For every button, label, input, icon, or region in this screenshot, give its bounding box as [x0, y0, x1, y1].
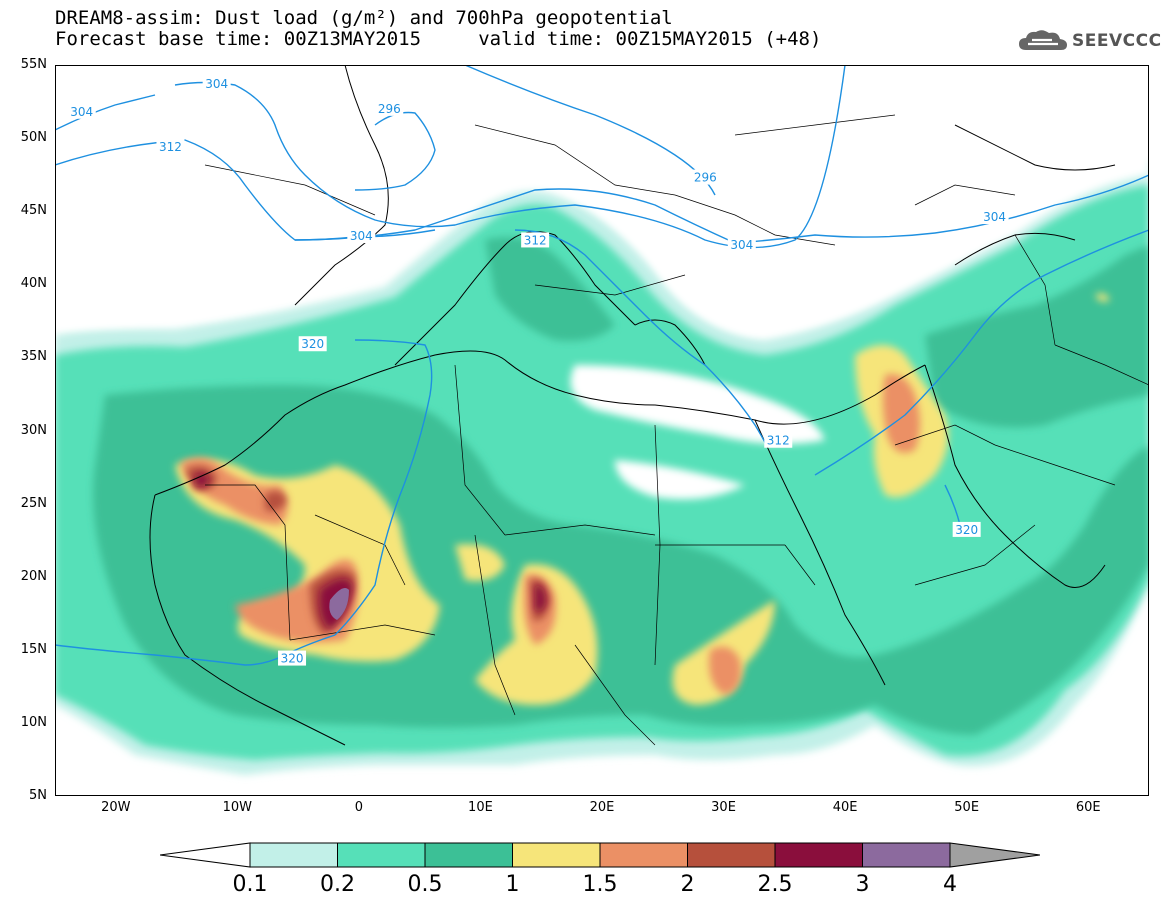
- colorbar-tick-label: 2.5: [757, 872, 793, 897]
- lat-label: 30N: [20, 422, 47, 438]
- lon-label: 50E: [954, 800, 980, 815]
- contour-label-bg: [375, 100, 404, 116]
- contour-label-bg: [278, 650, 307, 666]
- lon-label: 60E: [1075, 800, 1101, 815]
- contour-label-bg: [156, 138, 185, 154]
- contour-label-bg: [347, 228, 376, 244]
- lon-label: 10E: [468, 800, 493, 815]
- colorbar-tick-label: 2: [680, 872, 695, 897]
- contour-label: 304: [350, 229, 373, 243]
- contour-label-bg: [298, 336, 327, 352]
- lat-label: 20N: [20, 568, 47, 584]
- contour-label: 304: [205, 77, 228, 91]
- contour-label-bg: [67, 103, 96, 119]
- map-title: DREAM8-assim: Dust load (g/m²) and 700hP…: [55, 7, 673, 29]
- dust-map: 304 304 312 296 296 304 312 304 304 320 312 320 320: [55, 65, 1149, 796]
- colorbar-tick-label: 1.5: [582, 872, 618, 897]
- contour-label: 304: [983, 210, 1006, 224]
- lat-label: 40N: [20, 276, 47, 292]
- contour-label: 312: [159, 140, 182, 154]
- lon-label: 40E: [832, 800, 858, 815]
- colorbar: [160, 842, 1040, 868]
- colorbar-segment: [512, 842, 601, 868]
- cloud-icon: [1019, 30, 1067, 50]
- lon-label: 0: [354, 800, 364, 815]
- contour-label-bg: [202, 76, 231, 92]
- colorbar-segment: [862, 842, 951, 868]
- colorbar-tick-label: 3: [855, 872, 870, 897]
- colorbar-segment: [424, 842, 513, 868]
- lat-label: 35N: [20, 349, 47, 365]
- colorbar-segment: [249, 842, 338, 868]
- colorbar-tick-label: 4: [943, 872, 957, 897]
- contour-labels: 304 304 312 296 296 304 312 304 304 320 312 320 320: [67, 76, 1009, 666]
- colorbar-segment: [599, 842, 688, 868]
- lat-label: 45N: [20, 203, 47, 219]
- colorbar-segment: [337, 842, 426, 868]
- seevccc-logo: SEEVCCC: [1018, 28, 1162, 54]
- lon-label: 30E: [711, 800, 736, 815]
- contour-label: 312: [524, 233, 547, 247]
- contour-label: 304: [70, 105, 93, 119]
- lat-label: 50N: [20, 130, 47, 146]
- country-borders: [204, 114, 1149, 746]
- logo-text: SEEVCCC: [1072, 31, 1162, 51]
- contour-label: 320: [955, 523, 978, 537]
- colorbar-tick-label: 0.1: [232, 872, 268, 897]
- contour-label-bg: [691, 169, 720, 185]
- lat-label: 5N: [29, 788, 47, 803]
- colorbar-under-triangle: [160, 842, 251, 868]
- coastlines: [149, 65, 1116, 746]
- colorbar-tick-label: 0.2: [320, 872, 355, 897]
- contour-label: 312: [767, 434, 790, 448]
- lat-label: 15N: [20, 641, 47, 657]
- contour-label: 304: [730, 238, 753, 252]
- contour-label: 296: [694, 171, 717, 185]
- lon-label: 20W: [101, 800, 131, 815]
- forecast-time-line: Forecast base time: 00Z13MAY2015 valid t…: [55, 28, 822, 50]
- colorbar-over-triangle: [949, 842, 1040, 868]
- dust-level-3: [329, 587, 349, 620]
- lat-label: 25N: [20, 495, 47, 511]
- lon-label: 20E: [589, 800, 615, 815]
- contour-label-bg: [952, 521, 981, 537]
- lon-label: 10W: [222, 800, 253, 815]
- contour-label: 320: [301, 337, 324, 351]
- contour-label-bg: [521, 232, 550, 248]
- contour-label: 320: [281, 652, 304, 666]
- colorbar-tick-label: 0.5: [407, 872, 443, 897]
- contour-label-bg: [727, 236, 756, 252]
- colorbar-tick-label: 1: [505, 872, 520, 897]
- colorbar-segment: [687, 842, 776, 868]
- contour-label: 296: [378, 102, 401, 116]
- lat-label: 55N: [20, 57, 47, 72]
- contour-label-bg: [980, 209, 1009, 225]
- contour-label-bg: [764, 432, 793, 448]
- colorbar-segment: [774, 842, 863, 868]
- lat-label: 10N: [20, 714, 47, 730]
- colorbar-segments: [249, 842, 951, 868]
- map-canvas: 304 304 312 296 296 304 312 304 304 320 312 320 320: [55, 65, 1149, 775]
